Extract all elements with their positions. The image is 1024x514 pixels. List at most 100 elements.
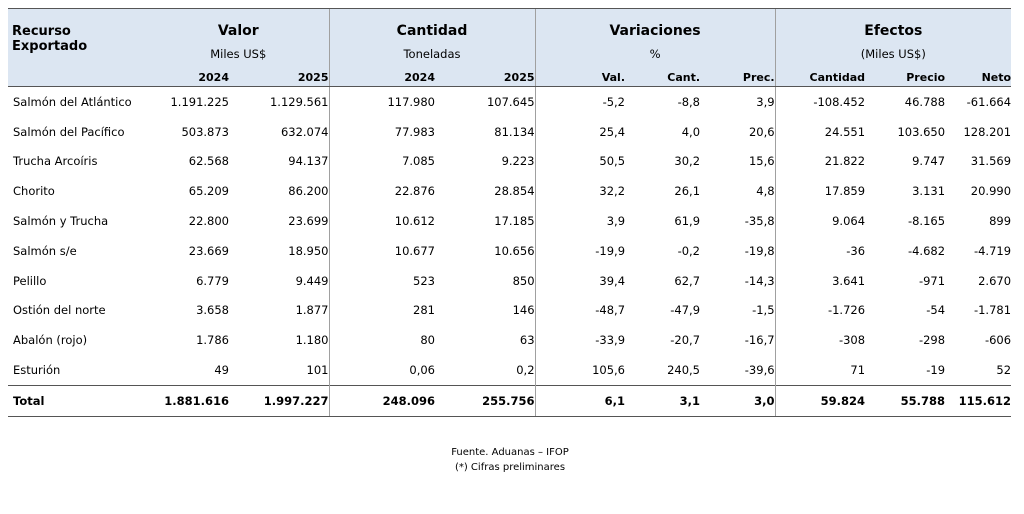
table-cell: 1.129.561 bbox=[269, 94, 329, 109]
table-cell: 7.085 bbox=[328, 146, 435, 177]
column-header: Val. bbox=[534, 69, 626, 87]
group-valor-title: Valor bbox=[148, 8, 329, 39]
row-name: Pelillo bbox=[13, 273, 47, 288]
table-cell: 18.950 bbox=[288, 243, 329, 258]
table-cell: 1.180 bbox=[295, 333, 329, 348]
table-row: Chorito 65.209 86.200 22.876 28.854 32,2… bbox=[8, 176, 1011, 207]
group-variaciones-unit: % bbox=[534, 39, 776, 69]
table-cell: 17.859 bbox=[774, 176, 866, 207]
group-cantidad-unit: Toneladas bbox=[328, 39, 536, 69]
table-cell: 9.064 bbox=[774, 206, 866, 236]
table-cell: -48,7 bbox=[534, 295, 626, 326]
table-cell: -308 bbox=[774, 325, 866, 356]
table-cell: 0,2 bbox=[516, 363, 535, 378]
total-cell: 1.881.616 bbox=[148, 384, 229, 417]
table-cell: 20,6 bbox=[748, 124, 775, 139]
table-cell: 62.568 bbox=[188, 154, 229, 169]
table-cell: 9.449 bbox=[295, 273, 329, 288]
table-cell: -8,8 bbox=[677, 94, 701, 109]
total-cell: 3,1 bbox=[625, 384, 701, 417]
table-row: Esturión 49 101 0,06 0,2 105,6 240,5 -39… bbox=[8, 355, 1012, 386]
total-cell: 115.612 bbox=[945, 384, 1012, 417]
table-cell: 22.800 bbox=[188, 214, 229, 229]
row-name: Salmón y Trucha bbox=[13, 214, 109, 229]
table-cell: 3,9 bbox=[534, 206, 626, 236]
table-cell: 3.131 bbox=[912, 184, 946, 199]
row-name: Chorito bbox=[13, 184, 55, 199]
table-cell: 24.551 bbox=[774, 116, 866, 147]
table-cell: 128.201 bbox=[963, 124, 1012, 139]
table-cell: 39,4 bbox=[534, 265, 626, 296]
table-cell: 103.650 bbox=[897, 124, 946, 139]
preliminary-note: (*) Cifras preliminares bbox=[454, 462, 566, 473]
table-cell: -1,5 bbox=[752, 303, 775, 318]
table-cell: 1.877 bbox=[295, 303, 329, 318]
table-cell: -35,8 bbox=[744, 214, 775, 229]
table-cell: 4,0 bbox=[681, 124, 701, 139]
table-cell: 46.788 bbox=[904, 94, 946, 109]
group-cantidad-title: Cantidad bbox=[328, 8, 536, 39]
table-cell: 94.137 bbox=[288, 154, 329, 169]
total-cell: 1.997.227 bbox=[229, 384, 329, 417]
row-name: Salmón del Atlántico bbox=[13, 94, 132, 109]
table-cell: 9.223 bbox=[501, 154, 535, 169]
table-cell: 1.786 bbox=[196, 333, 229, 348]
column-header: Prec. bbox=[700, 69, 776, 87]
table-cell: -14,3 bbox=[744, 273, 775, 288]
table-cell: 22.876 bbox=[328, 176, 435, 207]
column-header: 2025 bbox=[435, 69, 536, 87]
table-cell: 52 bbox=[996, 363, 1012, 378]
table-cell: 23.699 bbox=[288, 214, 329, 229]
table-cell: 17.185 bbox=[494, 214, 535, 229]
total-cell: 248.096 bbox=[328, 384, 435, 417]
table-cell: 62,7 bbox=[674, 273, 701, 288]
table-cell: -36 bbox=[774, 235, 866, 266]
table-cell: -16,7 bbox=[744, 333, 775, 348]
group-variaciones-title: Variaciones bbox=[534, 8, 776, 39]
total-row: Total 1.881.616 1.997.227 248.096 255.75… bbox=[8, 384, 1012, 417]
table-cell: 146 bbox=[512, 303, 535, 318]
table-cell: 86.200 bbox=[288, 184, 329, 199]
export-table-container: Recurso Exportado Valor Cantidad Variaci… bbox=[8, 8, 1012, 417]
table-cell: -19 bbox=[926, 363, 946, 378]
row-name: Ostión del norte bbox=[13, 303, 106, 318]
table-cell: -19,8 bbox=[744, 243, 775, 258]
table-cell: -39,6 bbox=[744, 363, 775, 378]
table-row: Ostión del norte 3.658 1.877 281 146 -48… bbox=[8, 295, 1011, 326]
table-cell: 2.670 bbox=[978, 273, 1012, 288]
table-cell: 61,9 bbox=[674, 214, 701, 229]
table-cell: -19,9 bbox=[534, 235, 626, 266]
table-cell: -4.682 bbox=[907, 243, 946, 258]
table-cell: 50,5 bbox=[534, 146, 626, 177]
total-cell: 59.824 bbox=[774, 384, 866, 417]
table-cell: 117.980 bbox=[328, 86, 435, 117]
table-header: Recurso Exportado Valor Cantidad Variaci… bbox=[8, 8, 1012, 87]
column-header: Cant. bbox=[625, 69, 701, 87]
table-cell: 32,2 bbox=[534, 176, 626, 207]
table-row: Pelillo 6.779 9.449 523 850 39,4 62,7 -1… bbox=[8, 265, 1012, 296]
table-cell: 1.191.225 bbox=[170, 94, 229, 109]
table-cell: 80 bbox=[328, 325, 435, 356]
table-cell: 3.658 bbox=[196, 303, 229, 318]
row-name: Esturión bbox=[13, 363, 61, 378]
column-header: Precio bbox=[865, 69, 946, 87]
table-cell: 10.612 bbox=[328, 206, 435, 236]
table-cell: 28.854 bbox=[494, 184, 535, 199]
table-cell: 3,9 bbox=[756, 94, 775, 109]
table-cell: -33,9 bbox=[534, 325, 626, 356]
column-header-empty bbox=[8, 69, 148, 87]
footer: Fuente. Aduanas – IFOP (*) Cifras prelim… bbox=[0, 445, 1020, 475]
table-cell: 4,8 bbox=[756, 184, 775, 199]
table-cell: 850 bbox=[512, 273, 535, 288]
table-cell: 65.209 bbox=[188, 184, 229, 199]
table-cell: 0,06 bbox=[328, 355, 435, 386]
table-cell: -1.726 bbox=[774, 295, 866, 326]
table-cell: 10.656 bbox=[494, 243, 535, 258]
table-row: Salmón y Trucha 22.800 23.699 10.612 17.… bbox=[8, 206, 1011, 236]
total-label: Total bbox=[8, 384, 148, 417]
row-name: Trucha Arcoíris bbox=[13, 154, 98, 169]
table-cell: 523 bbox=[328, 265, 435, 296]
table-row: Trucha Arcoíris 62.568 94.137 7.085 9.22… bbox=[8, 146, 1011, 177]
table-cell: 101 bbox=[306, 363, 329, 378]
recurso-header: Recurso Exportado bbox=[8, 8, 148, 69]
